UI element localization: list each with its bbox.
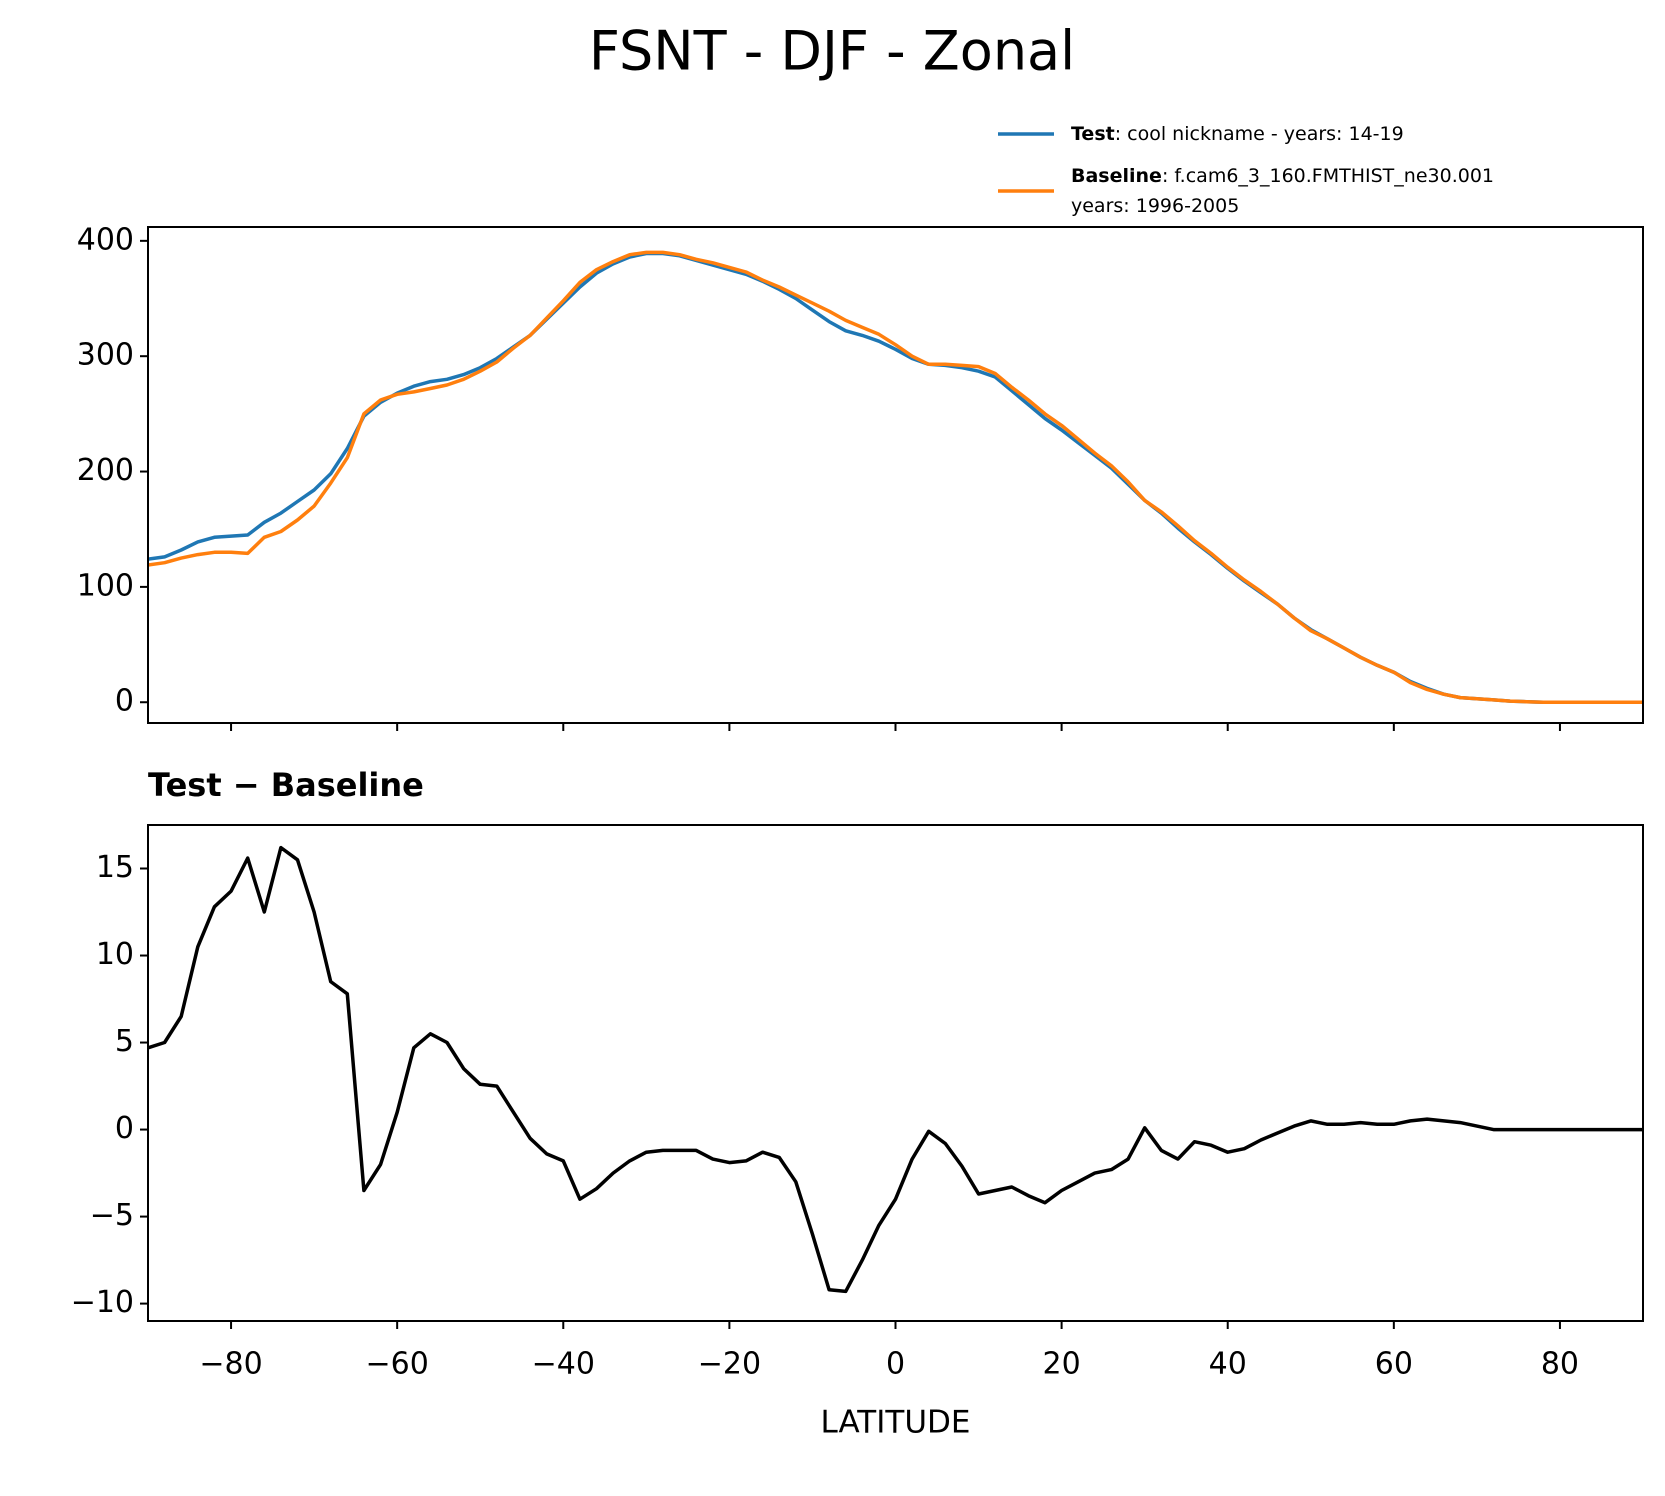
legend-detail: years: 1996-2005 <box>1071 195 1239 217</box>
y-tick-label: 5 <box>115 1024 134 1059</box>
y-tick-label: 10 <box>96 937 134 972</box>
x-tick-label: 0 <box>886 1347 905 1382</box>
x-tick-label: −80 <box>199 1347 262 1382</box>
legend-name: Baseline <box>1071 165 1162 187</box>
series-line <box>148 250 1643 704</box>
legend-text: Baseline: f.cam6_3_160.FMTHIST_ne30.001 <box>1071 165 1494 187</box>
legend-detail: : cool nickname - years: 14-19 <box>1115 123 1404 145</box>
x-tick-label: 40 <box>1209 1347 1247 1382</box>
plot-area <box>148 250 1643 704</box>
y-tick-label: 15 <box>96 850 134 885</box>
x-tick-label: 80 <box>1541 1347 1579 1382</box>
figure-title: FSNT - DJF - Zonal <box>589 20 1075 83</box>
series-line <box>148 845 1643 1294</box>
x-tick-label: 20 <box>1043 1347 1081 1382</box>
y-tick-label: −10 <box>71 1285 134 1320</box>
subplot-title: Test − Baseline <box>148 766 424 804</box>
x-tick-label: −20 <box>698 1347 761 1382</box>
legend-name: Test <box>1071 123 1115 145</box>
y-tick-label: 100 <box>77 568 134 603</box>
legend-detail: : f.cam6_3_160.FMTHIST_ne30.001 <box>1162 165 1494 187</box>
y-tick-label: 400 <box>77 222 134 257</box>
y-tick-label: 0 <box>115 1111 134 1146</box>
x-tick-label: 60 <box>1375 1347 1413 1382</box>
axes-frame <box>147 226 1644 724</box>
x-tick-label: −40 <box>532 1347 595 1382</box>
x-tick-label: −60 <box>366 1347 429 1382</box>
x-axis-label: LATITUDE <box>821 1405 971 1441</box>
legend-text: Test: cool nickname - years: 14-19 <box>1071 123 1404 145</box>
legend-text: years: 1996-2005 <box>1071 195 1239 217</box>
series-line <box>148 251 1643 704</box>
axes-frame <box>147 824 1644 1322</box>
plot-area <box>148 845 1643 1294</box>
y-tick-label: −5 <box>90 1198 134 1233</box>
y-tick-label: 200 <box>77 453 134 488</box>
y-tick-label: 300 <box>77 338 134 373</box>
y-tick-label: 0 <box>115 684 134 719</box>
